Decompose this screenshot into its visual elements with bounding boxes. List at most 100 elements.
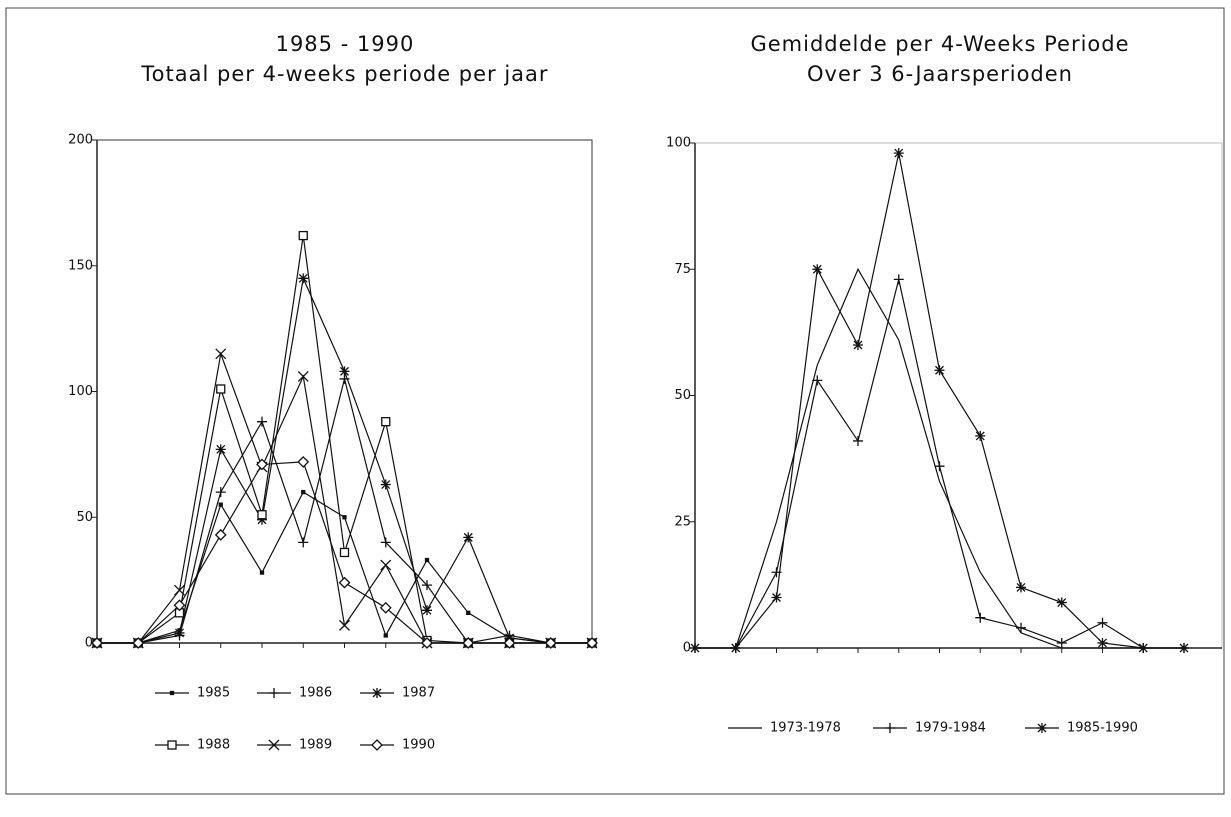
point-marker: [339, 366, 350, 377]
point-marker: [462, 637, 475, 649]
series-line: [97, 491, 592, 644]
y-tick-label: 75: [674, 262, 691, 277]
point-marker: [1016, 582, 1026, 593]
legend-marker: [269, 688, 279, 698]
point-marker: [173, 599, 186, 612]
legend-label: 1973-1978: [770, 721, 841, 736]
series-line: [695, 267, 1184, 649]
point-marker: [132, 637, 145, 649]
legend-label: 1989: [299, 738, 332, 753]
legend-label: 1987: [402, 686, 435, 701]
series-line: [97, 351, 592, 644]
legend-label: 1979-1984: [915, 721, 986, 736]
point-marker: [421, 637, 433, 649]
chart-title: 1985 - 1990: [276, 32, 415, 56]
point-marker: [771, 592, 782, 603]
point-marker: [730, 643, 741, 653]
point-marker: [853, 435, 863, 446]
point-marker: [257, 416, 267, 427]
point-marker: [214, 528, 227, 541]
point-marker: [174, 584, 185, 596]
point-marker: [463, 532, 474, 543]
point-marker: [934, 461, 945, 472]
legend-marker: [885, 723, 895, 733]
point-marker: [975, 430, 986, 441]
point-marker: [422, 580, 432, 591]
point-marker: [544, 637, 557, 649]
point-marker: [338, 576, 351, 589]
point-marker: [812, 264, 823, 275]
legend-label: 1988: [197, 738, 230, 753]
point-marker: [297, 456, 310, 468]
point-marker: [503, 637, 516, 649]
legend-label: 1985-1990: [1067, 721, 1138, 736]
chart-subtitle: Over 3 6-Jaarsperioden: [807, 62, 1073, 86]
y-tick-label: 100: [666, 136, 691, 151]
point-marker: [256, 458, 268, 471]
point-marker: [690, 643, 700, 653]
y-tick-label: 0: [683, 641, 691, 656]
point-marker: [975, 612, 986, 623]
legend-label: 1985: [197, 686, 230, 701]
point-marker: [1097, 617, 1108, 628]
legend-marker: [371, 739, 383, 751]
point-marker: [466, 610, 471, 615]
point-marker: [174, 627, 185, 638]
point-marker: [934, 365, 945, 376]
point-marker: [893, 274, 904, 285]
point-marker: [215, 444, 226, 455]
point-marker: [91, 637, 103, 649]
point-marker: [380, 479, 391, 490]
point-marker: [297, 370, 309, 382]
point-marker: [257, 510, 267, 520]
point-marker: [1016, 622, 1026, 633]
point-marker: [259, 570, 265, 575]
chart-title: Gemiddelde per 4-Weeks Periode: [750, 32, 1129, 56]
point-marker: [298, 230, 308, 241]
point-marker: [422, 605, 432, 616]
point-marker: [586, 637, 598, 649]
legend-marker: [167, 740, 177, 750]
point-marker: [1179, 643, 1189, 653]
point-marker: [379, 601, 392, 614]
point-marker: [215, 487, 226, 498]
point-marker: [424, 557, 430, 563]
point-marker: [257, 514, 267, 525]
legend-marker: [268, 739, 280, 751]
point-marker: [342, 515, 347, 520]
point-marker: [298, 537, 309, 548]
legend-marker: [1037, 723, 1047, 733]
point-marker: [380, 537, 391, 548]
point-marker: [853, 340, 863, 350]
point-marker: [1097, 637, 1108, 648]
y-tick-label: 200: [68, 133, 93, 148]
point-marker: [216, 384, 226, 394]
figure-frame: [5, 7, 1225, 795]
legend-marker: [372, 688, 382, 698]
y-tick-label: 50: [76, 510, 93, 525]
point-marker: [339, 619, 350, 631]
plot-frame: [96, 139, 593, 644]
point-marker: [380, 559, 392, 571]
legend-label: 1990: [402, 738, 435, 753]
y-tick-label: 150: [68, 258, 93, 273]
point-marker: [381, 417, 391, 427]
legend-label: 1986: [299, 686, 332, 701]
y-tick-label: 25: [674, 514, 691, 529]
series-line: [97, 378, 592, 644]
y-tick-label: 100: [68, 384, 93, 399]
y-tick-label: 0: [85, 636, 93, 651]
legend-marker: [169, 690, 175, 696]
chart-subtitle: Totaal per 4-weeks periode per jaar: [140, 62, 548, 86]
point-marker: [215, 348, 227, 360]
point-marker: [383, 633, 388, 638]
point-marker: [301, 489, 306, 495]
point-marker: [1056, 597, 1067, 608]
point-marker: [1138, 643, 1149, 653]
series-line: [695, 152, 1184, 649]
point-marker: [893, 148, 904, 159]
point-marker: [298, 273, 309, 284]
point-marker: [218, 502, 223, 507]
